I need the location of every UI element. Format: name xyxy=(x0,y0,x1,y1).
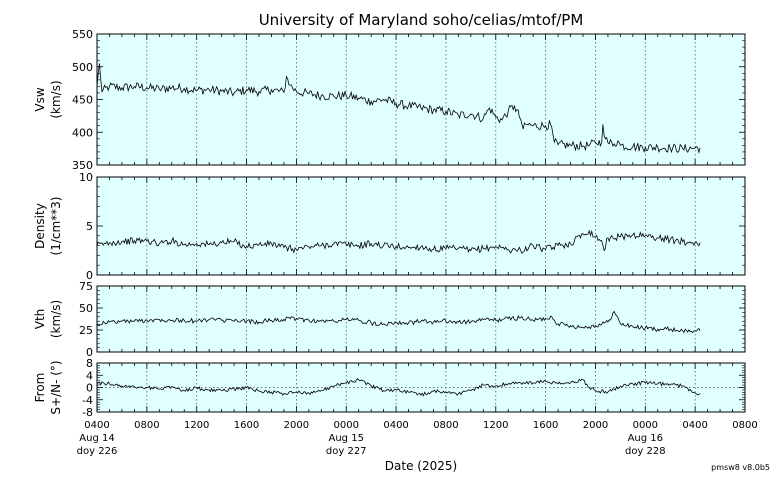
panel-frame xyxy=(96,176,746,276)
y-tick-label: -4 xyxy=(82,394,93,407)
y-tick-label: 0 xyxy=(86,269,93,282)
series-line-vth xyxy=(96,310,701,334)
panel-background xyxy=(97,286,745,352)
y-tick-label: 5 xyxy=(86,220,93,233)
x-tick-label: 0800 xyxy=(433,420,458,431)
y-axis-label: Vsw xyxy=(33,87,47,111)
x-doy-label: doy 226 xyxy=(77,446,118,457)
y-tick-label: 8 xyxy=(86,357,93,370)
y-tick-label: -8 xyxy=(82,406,93,419)
panel-background xyxy=(97,34,745,165)
x-date-label: Aug 15 xyxy=(329,433,364,444)
y-axis-label: Vth xyxy=(33,309,47,330)
chart-title: University of Maryland soho/celias/mtof/… xyxy=(259,11,584,29)
panel-vth: 0 25 50 75 Vth (km/s) xyxy=(33,280,746,359)
x-tick-label: 1200 xyxy=(483,420,508,431)
y-tick-label: 50 xyxy=(79,302,93,315)
panel-background xyxy=(97,177,745,275)
y-axis-unit: (km/s) xyxy=(49,80,63,118)
y-tick-label: 4 xyxy=(86,369,93,382)
panel-frame xyxy=(96,33,746,166)
x-axis: 0400 Aug 14 doy 226 0800 1200 1600 2000 0000 Aug… xyxy=(77,420,758,457)
y-tick-label: 25 xyxy=(79,324,93,337)
x-tick-label: 1600 xyxy=(234,420,259,431)
y-axis-unit: (1/cm**3) xyxy=(49,197,63,256)
panel-density: 0 5 10 Density (1/cm**3) xyxy=(33,171,746,282)
y-axis-label: From xyxy=(33,373,47,403)
x-tick-label: 0000 xyxy=(633,420,658,431)
y-tick-label: 500 xyxy=(72,61,93,74)
x-date-label: Aug 16 xyxy=(628,433,663,444)
x-tick-label: 1600 xyxy=(533,420,558,431)
series-line-vsw xyxy=(96,63,701,154)
panel-vsw: 350 400 450 500 550 Vsw (km/s) xyxy=(33,28,746,172)
y-tick-label: 75 xyxy=(79,280,93,293)
x-date-label: Aug 14 xyxy=(79,433,114,444)
y-axis-unit: S+/N- (°) xyxy=(49,360,63,414)
x-tick-label: 0800 xyxy=(732,420,757,431)
x-doy-label: doy 227 xyxy=(326,446,367,457)
y-tick-label: 550 xyxy=(72,28,93,41)
x-tick-label: 0400 xyxy=(84,420,109,431)
series-line-density xyxy=(96,229,701,255)
panel-frame xyxy=(96,362,746,413)
y-tick-label: 350 xyxy=(72,159,93,172)
x-tick-label: 1200 xyxy=(184,420,209,431)
x-tick-label: 0800 xyxy=(134,420,159,431)
y-tick-label: 0 xyxy=(86,346,93,359)
y-tick-label: 400 xyxy=(72,126,93,139)
panel-frame xyxy=(96,285,746,353)
x-tick-label: 2000 xyxy=(284,420,309,431)
y-tick-label: 10 xyxy=(79,171,93,184)
y-axis-unit: (km/s) xyxy=(49,300,63,338)
x-axis-label: Date (2025) xyxy=(385,459,457,473)
x-tick-label: 0400 xyxy=(383,420,408,431)
series-line-flow xyxy=(96,378,701,397)
x-tick-label: 0000 xyxy=(334,420,359,431)
y-tick-label: 0 xyxy=(86,382,93,395)
version-footer: pmsw8 v8.0b5 xyxy=(711,463,770,472)
y-axis-label: Density xyxy=(33,203,47,249)
x-tick-label: 0400 xyxy=(682,420,707,431)
x-tick-label: 2000 xyxy=(583,420,608,431)
y-tick-label: 450 xyxy=(72,94,93,107)
x-doy-label: doy 228 xyxy=(625,446,666,457)
